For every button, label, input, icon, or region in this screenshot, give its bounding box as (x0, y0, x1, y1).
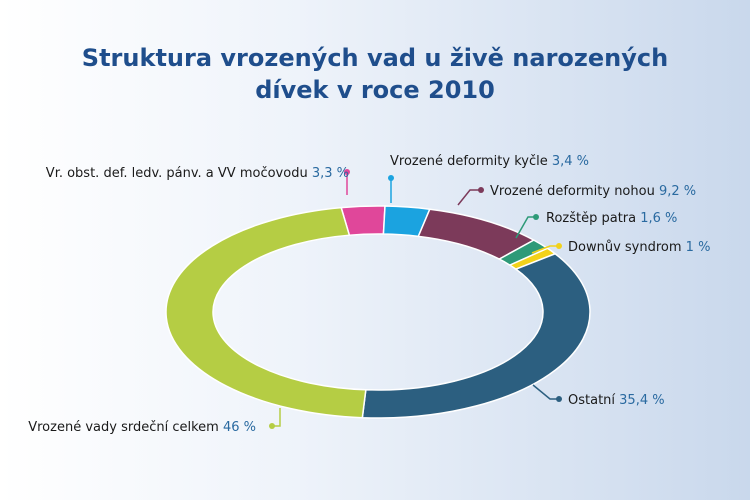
donut-slice-5 (361, 252, 591, 419)
slice-label-name-2: Vrozené deformity nohou (490, 184, 659, 199)
leader-dot-1 (388, 175, 394, 181)
chart-title-line-1: Struktura vrozených vad u živě narozenýc… (81, 44, 669, 72)
slice-label-value-2: 9,2 % (659, 184, 696, 199)
slice-label-name-6: Vrozené vady srdeční celkem (28, 420, 223, 435)
chart-title-line-2: dívek v roce 2010 (255, 76, 495, 104)
slice-label-3: Rozštěp patra 1,6 % (546, 211, 677, 226)
slice-label-5: Ostatní 35,4 % (568, 393, 665, 408)
donut-slice-6 (165, 206, 367, 419)
slice-label-value-3: 1,6 % (640, 211, 677, 226)
slice-label-6: Vrozené vady srdeční celkem 46 % (28, 420, 256, 435)
leader-dot-6 (269, 423, 275, 429)
leader-dot-0 (344, 169, 350, 175)
leader-dot-5 (556, 396, 562, 402)
leader-line-5 (532, 384, 559, 400)
slice-label-4: Downův syndrom 1 % (568, 240, 710, 255)
slice-label-value-0: 3,3 % (312, 166, 349, 181)
slice-label-value-1: 3,4 % (552, 154, 589, 169)
slice-label-0: Vr. obst. def. ledv. pánv. a VV močovodu… (46, 166, 349, 181)
leader-dot-4 (556, 243, 562, 249)
slice-label-value-6: 46 % (223, 420, 256, 435)
leader-dot-3 (533, 214, 539, 220)
slice-label-name-5: Ostatní (568, 393, 619, 408)
slice-label-name-1: Vrozené deformity kyčle (390, 154, 552, 169)
slice-label-name-4: Downův syndrom (568, 240, 686, 255)
slice-label-name-3: Rozštěp patra (546, 211, 640, 226)
chart-title: Struktura vrozených vad u živě narozenýc… (0, 42, 750, 106)
slices-group (165, 205, 591, 419)
slice-label-1: Vrozené deformity kyčle 3,4 % (390, 154, 589, 169)
slice-label-2: Vrozené deformity nohou 9,2 % (490, 184, 696, 199)
slice-label-value-4: 1 % (686, 240, 711, 255)
leader-dot-2 (478, 187, 484, 193)
labels-group: Vr. obst. def. ledv. pánv. a VV močovodu… (28, 154, 710, 435)
slice-label-name-0: Vr. obst. def. ledv. pánv. a VV močovodu (46, 166, 312, 181)
slice-label-value-5: 35,4 % (619, 393, 664, 408)
leader-line-2 (457, 189, 481, 206)
